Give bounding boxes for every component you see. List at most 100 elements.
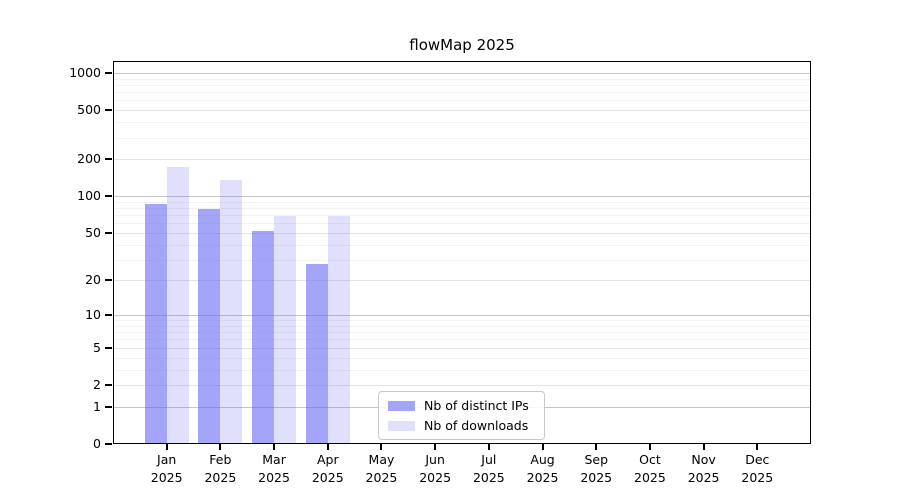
gridline [114, 84, 810, 86]
x-tick-label: Jan 2025 [135, 451, 199, 487]
x-tick-year: 2025 [741, 470, 774, 485]
gridline [114, 347, 810, 349]
x-tick-year: 2025 [365, 470, 398, 485]
y-tick-mark [105, 109, 112, 112]
y-tick-label: 500 [77, 102, 101, 118]
gridline [114, 223, 810, 225]
gridline [114, 326, 810, 327]
x-tick-mark [219, 444, 222, 450]
x-tick-label: Mar 2025 [242, 451, 306, 487]
legend-item: Nb of distinct IPs [388, 397, 535, 414]
bar-nb-of-downloads-mar [274, 215, 297, 443]
y-tick-mark [105, 405, 112, 408]
gridline [114, 159, 810, 161]
y-tick-mark [105, 71, 112, 74]
legend: Nb of distinct IPs Nb of downloads [378, 391, 545, 440]
x-tick-label: Dec 2025 [725, 451, 789, 487]
x-tick-mark [541, 444, 544, 450]
gridline [114, 280, 810, 282]
legend-label: Nb of downloads [424, 418, 529, 433]
y-tick-label: 200 [77, 151, 101, 167]
x-tick-label: Nov 2025 [672, 451, 736, 487]
gridline [114, 320, 810, 322]
x-tick-label: Jul 2025 [457, 451, 521, 487]
gridline [114, 244, 810, 246]
x-tick-mark [756, 444, 759, 450]
legend-swatch-nb-of-downloads [388, 420, 415, 431]
y-tick-mark [105, 443, 112, 445]
bar-nb-of-downloads-jan [166, 166, 189, 443]
x-tick-mark [165, 444, 168, 450]
bar-nb-of-downloads-feb [220, 179, 243, 443]
x-tick-year: 2025 [204, 470, 237, 485]
legend-label: Nb of distinct IPs [424, 398, 529, 413]
gridline [114, 208, 810, 209]
bar-nb-of-distinct-ips-feb [198, 209, 221, 443]
gridline [114, 332, 810, 334]
bar-nb-of-distinct-ips-apr [305, 264, 328, 443]
legend-item: Nb of downloads [388, 417, 535, 434]
plot-area [113, 61, 811, 444]
x-tick-mark [487, 444, 490, 450]
gridline [114, 232, 810, 234]
bar-nb-of-downloads-apr [327, 215, 350, 443]
x-tick-label: Oct 2025 [618, 451, 682, 487]
x-tick-mark [273, 444, 276, 450]
y-tick-mark [105, 158, 112, 161]
x-tick-year: 2025 [419, 470, 452, 485]
gridline [114, 110, 810, 112]
y-tick-label: 0 [93, 436, 101, 451]
y-tick-label: 10 [85, 307, 101, 323]
x-tick-label: Aug 2025 [511, 451, 575, 487]
y-tick-label: 5 [93, 339, 101, 355]
y-tick-label: 1000 [69, 64, 101, 80]
gridline [114, 385, 810, 386]
x-tick-label: Feb 2025 [188, 451, 252, 487]
x-tick-year: 2025 [526, 470, 559, 485]
gridline [114, 215, 810, 217]
x-tick-label: May 2025 [349, 451, 413, 487]
x-tick-mark [326, 444, 329, 450]
gridline [114, 357, 810, 359]
x-tick-mark [595, 444, 598, 450]
x-tick-mark [380, 444, 383, 450]
y-tick-label: 1 [93, 398, 101, 414]
gridline [114, 369, 810, 371]
x-tick-year: 2025 [150, 470, 183, 485]
y-tick-mark [105, 346, 112, 349]
gridline [114, 259, 810, 261]
legend-swatch-nb-of-distinct-ips [388, 400, 415, 411]
gridline [114, 78, 810, 80]
y-tick-mark [105, 314, 112, 317]
x-tick-year: 2025 [580, 470, 613, 485]
gridline [114, 100, 810, 102]
x-tick-year: 2025 [634, 470, 666, 485]
y-tick-mark [105, 195, 112, 198]
gridline [114, 315, 810, 317]
x-tick-year: 2025 [472, 470, 505, 485]
y-tick-mark [105, 279, 112, 282]
y-tick-mark [105, 384, 112, 386]
gridline [114, 72, 810, 74]
x-tick-mark [702, 444, 705, 450]
x-tick-label: Jun 2025 [403, 451, 467, 487]
y-tick-mark [105, 231, 112, 234]
gridline [114, 122, 810, 124]
bar-nb-of-distinct-ips-jan [144, 203, 167, 443]
y-tick-label: 20 [85, 272, 101, 288]
chart-title: flowMap 2025 [409, 36, 515, 54]
gridline [114, 92, 810, 94]
x-tick-label: Sep 2025 [564, 451, 628, 487]
x-tick-year: 2025 [687, 470, 720, 485]
bar-nb-of-distinct-ips-mar [252, 230, 275, 443]
gridline [114, 201, 810, 203]
y-tick-label: 50 [85, 224, 101, 240]
y-tick-label: 2 [93, 377, 101, 392]
x-tick-label: Apr 2025 [296, 451, 360, 487]
x-tick-year: 2025 [311, 470, 344, 485]
x-tick-mark [434, 444, 437, 450]
x-tick-year: 2025 [258, 470, 290, 485]
x-tick-mark [648, 444, 651, 450]
gridline [114, 196, 810, 198]
